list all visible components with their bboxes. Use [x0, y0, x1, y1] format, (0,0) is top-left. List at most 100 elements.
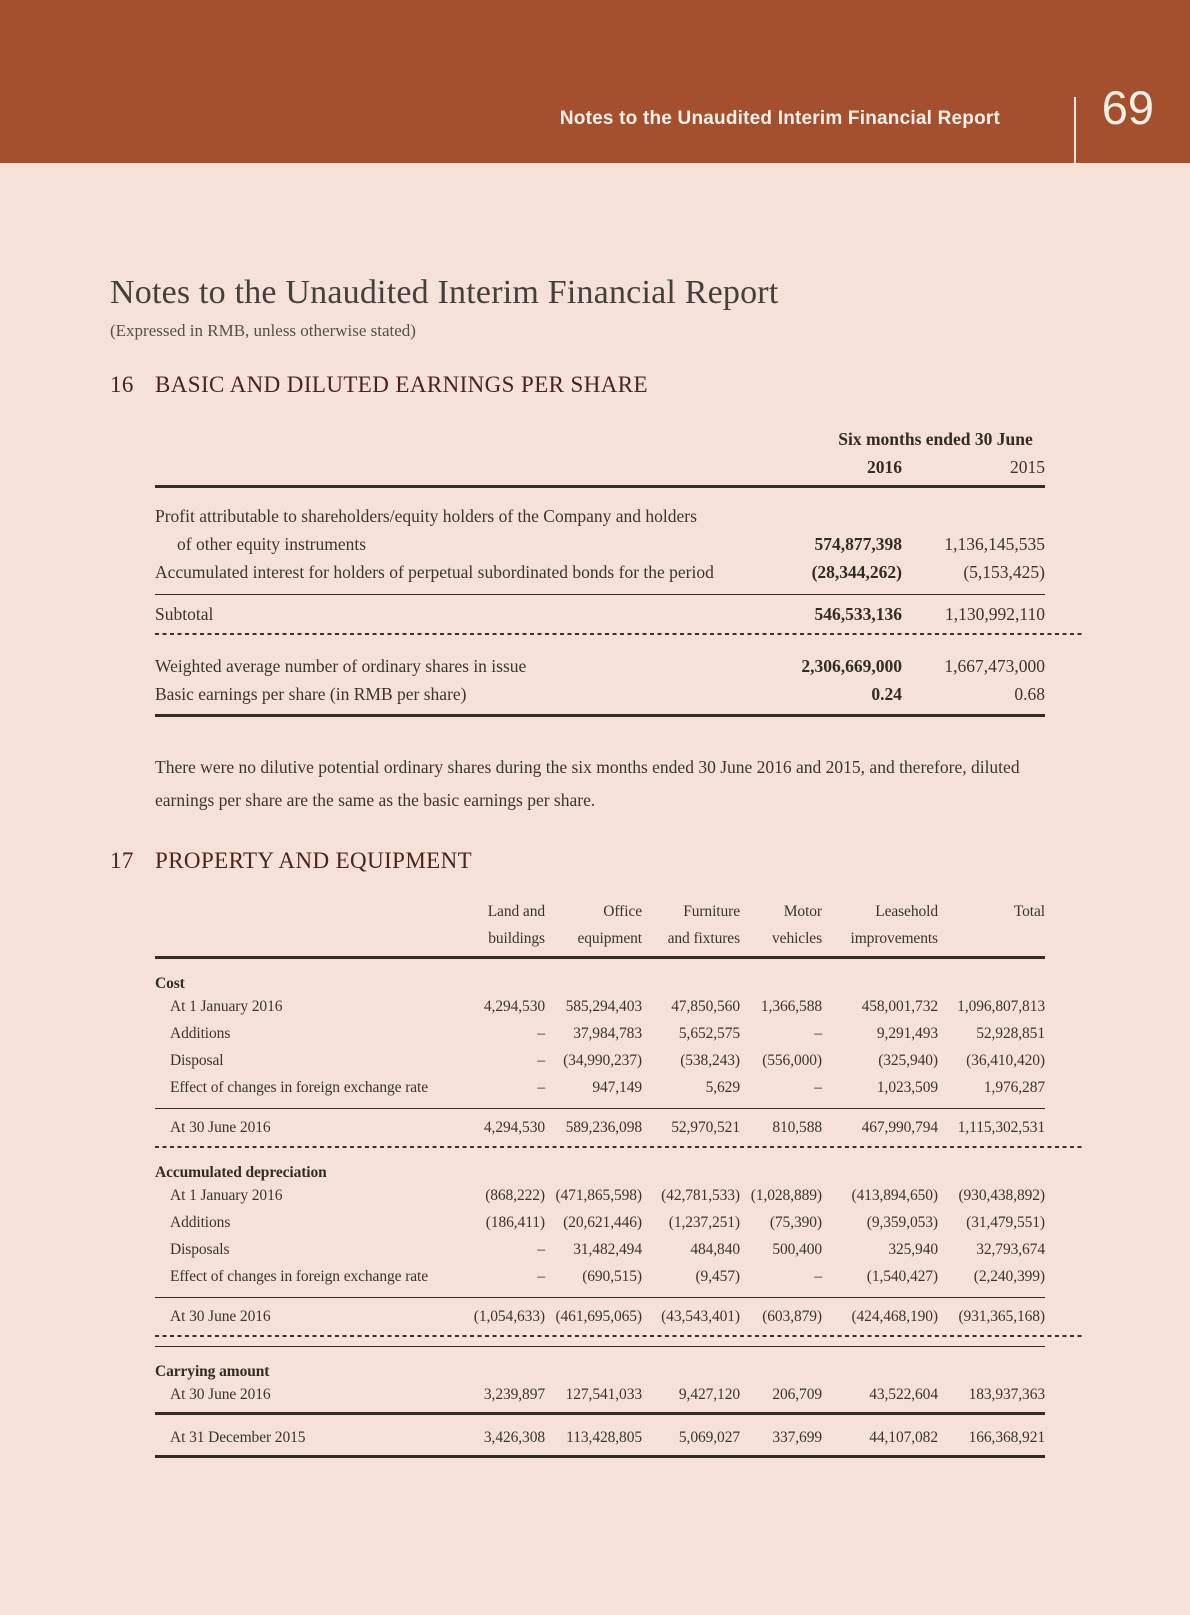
cell: (34,990,237)	[563, 1052, 642, 1070]
page-number: 69	[1101, 81, 1154, 134]
table-row: At 31 December 2015 3,426,308 113,428,80…	[155, 1424, 1045, 1451]
column-header-line2: Total	[1013, 903, 1045, 921]
empty-cell	[155, 425, 740, 453]
table-row: Weighted average number of ordinary shar…	[155, 652, 1045, 680]
cell: –	[814, 1079, 822, 1097]
row-label: At 1 January 2016	[170, 1187, 283, 1205]
cell: (186,411)	[485, 1214, 545, 1232]
cell: 3,426,308	[483, 1429, 545, 1447]
cell: 166,368,921	[968, 1429, 1046, 1447]
table-rule	[155, 1412, 1045, 1416]
dashed-rule	[155, 632, 1085, 635]
value-2015: 0.68	[1014, 683, 1045, 704]
section-title: PROPERTY AND EQUIPMENT	[155, 847, 473, 873]
cell: 337,699	[772, 1429, 822, 1447]
cell: (1,054,633)	[473, 1308, 545, 1326]
column-header-2015: 2015	[1010, 456, 1045, 477]
row-label: Additions	[170, 1214, 231, 1232]
cell: –	[537, 1268, 545, 1286]
cell: 810,588	[772, 1119, 822, 1137]
cell: (868,222)	[485, 1187, 545, 1205]
section-16-heading: 16 BASIC AND DILUTED EARNINGS PER SHARE	[110, 371, 1045, 399]
row-label: Accumulated interest for holders of perp…	[155, 561, 714, 582]
cell: 9,427,120	[678, 1386, 740, 1404]
cell: (20,621,446)	[563, 1214, 642, 1232]
cell: (931,365,168)	[958, 1308, 1045, 1326]
column-header-line1: Office	[603, 903, 642, 921]
cell: (42,781,533)	[661, 1187, 740, 1205]
cell: –	[814, 1025, 822, 1043]
cell: 113,428,805	[566, 1429, 642, 1447]
cell: (538,243)	[680, 1052, 740, 1070]
row-label: Weighted average number of ordinary shar…	[155, 655, 527, 676]
cell: 947,149	[592, 1079, 642, 1097]
cell: (1,237,251)	[668, 1214, 740, 1232]
empty-cell	[155, 898, 465, 952]
value-2015: (5,153,425)	[963, 561, 1045, 582]
cell: 5,652,575	[678, 1025, 740, 1043]
row-label: At 1 January 2016	[170, 998, 283, 1016]
row-label: Additions	[170, 1025, 231, 1043]
value-2015: 1,667,473,000	[944, 655, 1045, 676]
cell: –	[537, 1241, 545, 1259]
cell: 44,107,082	[869, 1429, 938, 1447]
table-rule	[155, 1297, 1045, 1299]
table-row: At 1 January 2016 (868,222) (471,865,598…	[155, 1182, 1045, 1209]
row-label: Profit attributable to shareholders/equi…	[155, 505, 697, 526]
column-header-line1: Land and	[487, 903, 545, 921]
row-label: Basic earnings per share (in RMB per sha…	[155, 683, 467, 704]
cell: 32,793,674	[976, 1241, 1045, 1259]
column-header-line2: vehicles	[772, 930, 822, 948]
row-label: Disposals	[170, 1241, 230, 1259]
column-header-line2: buildings	[488, 930, 545, 948]
value-2015: 1,130,992,110	[945, 603, 1045, 624]
section-number: 16	[110, 372, 134, 398]
cell: –	[537, 1052, 545, 1070]
subtotal-row: Subtotal 546,533,136 1,130,992,110	[155, 600, 1045, 628]
cell: 5,629	[705, 1079, 740, 1097]
cell: (43,543,401)	[661, 1308, 740, 1326]
cell: 43,522,604	[869, 1386, 938, 1404]
cell: (471,865,598)	[555, 1187, 642, 1205]
section-number: 17	[110, 847, 134, 873]
table-row: Profit attributable to shareholders/equi…	[155, 502, 1045, 530]
cell: 585,294,403	[565, 998, 643, 1016]
cell: (9,359,053)	[866, 1214, 938, 1232]
table-row: Additions (186,411) (20,621,446) (1,237,…	[155, 1209, 1045, 1236]
dashed-rule	[155, 1335, 1085, 1338]
section-title: BASIC AND DILUTED EARNINGS PER SHARE	[155, 372, 648, 398]
table-row: Disposal – (34,990,237) (538,243) (556,0…	[155, 1047, 1045, 1074]
cell: (690,515)	[582, 1268, 642, 1286]
cell: (603,879)	[762, 1308, 822, 1326]
note-paragraph: There were no dilutive potential ordinar…	[155, 756, 1020, 810]
cell: 37,984,783	[573, 1025, 642, 1043]
cell: 5,069,027	[678, 1429, 740, 1447]
period-header: Six months ended 30 June	[838, 428, 1033, 449]
table-row: Additions – 37,984,783 5,652,575 – 9,291…	[155, 1020, 1045, 1047]
cell: 206,709	[772, 1386, 822, 1404]
column-header: Office equipment	[545, 898, 642, 952]
row-label: At 31 December 2015	[170, 1429, 306, 1447]
column-header: Leasehold improvements	[822, 898, 939, 952]
cell: 589,236,098	[565, 1119, 643, 1137]
group-label-depreciation: Accumulated depreciation	[155, 1164, 327, 1182]
table-rule	[155, 1108, 1045, 1110]
cell: 52,970,521	[671, 1119, 740, 1137]
property-equipment-table: Land and buildings Office equipment Furn…	[155, 898, 1085, 1459]
row-label: Disposal	[170, 1052, 224, 1070]
column-header-line2: and fixtures	[667, 930, 741, 948]
row-label: of other equity instruments	[177, 533, 367, 554]
cell: (75,390)	[769, 1214, 822, 1232]
cell: 3,239,897	[483, 1386, 545, 1404]
cell: 458,001,732	[861, 998, 939, 1016]
table-row: Disposals – 31,482,494 484,840 500,400 3…	[155, 1236, 1045, 1263]
table-row: Accumulated interest for holders of perp…	[155, 558, 1045, 586]
dashed-rule	[155, 1146, 1085, 1149]
cell: (31,479,551)	[966, 1214, 1045, 1232]
table-row: At 1 January 2016 4,294,530 585,294,403 …	[155, 993, 1045, 1020]
column-header-line2: equipment	[577, 930, 642, 948]
row-label: Subtotal	[155, 603, 214, 624]
group-label-cost: Cost	[155, 975, 185, 993]
cell: 183,937,363	[968, 1386, 1046, 1404]
